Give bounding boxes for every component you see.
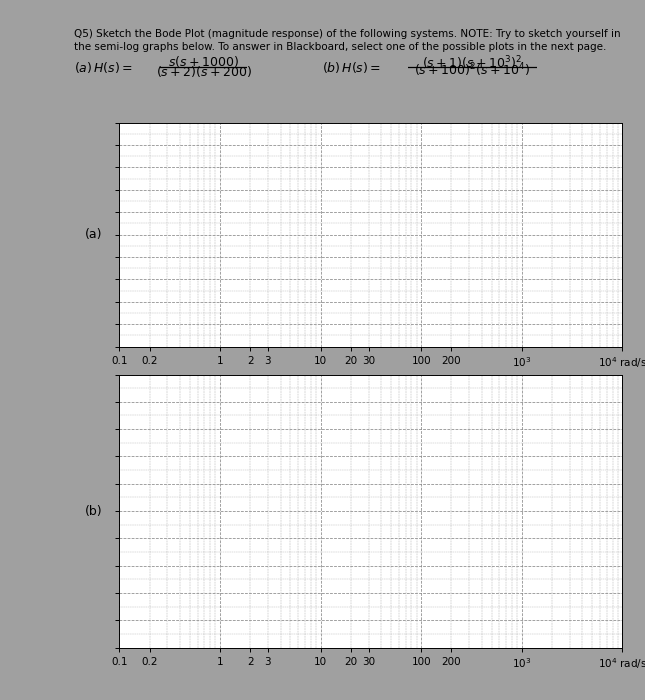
Text: (b): (b) — [84, 505, 103, 517]
Text: $(s+100)^2(s+10^4)$: $(s+100)^2(s+10^4)$ — [414, 62, 530, 79]
Text: the semi-log graphs below. To answer in Blackboard, select one of the possible p: the semi-log graphs below. To answer in … — [74, 42, 606, 52]
Text: $(s+1)(s+10^3)^2$: $(s+1)(s+10^3)^2$ — [422, 54, 522, 71]
Text: $s(s+1000)$: $s(s+1000)$ — [168, 54, 239, 69]
Text: $(b)\,H(s)=$: $(b)\,H(s)=$ — [322, 60, 382, 76]
Text: $(a)\,H(s)=$: $(a)\,H(s)=$ — [74, 60, 133, 76]
Text: Q5) Sketch the Bode Plot (magnitude response) of the following systems. NOTE: Tr: Q5) Sketch the Bode Plot (magnitude resp… — [74, 29, 620, 39]
Text: (a): (a) — [84, 228, 103, 241]
Text: $(s+2)(s+200)$: $(s+2)(s+200)$ — [155, 64, 252, 79]
